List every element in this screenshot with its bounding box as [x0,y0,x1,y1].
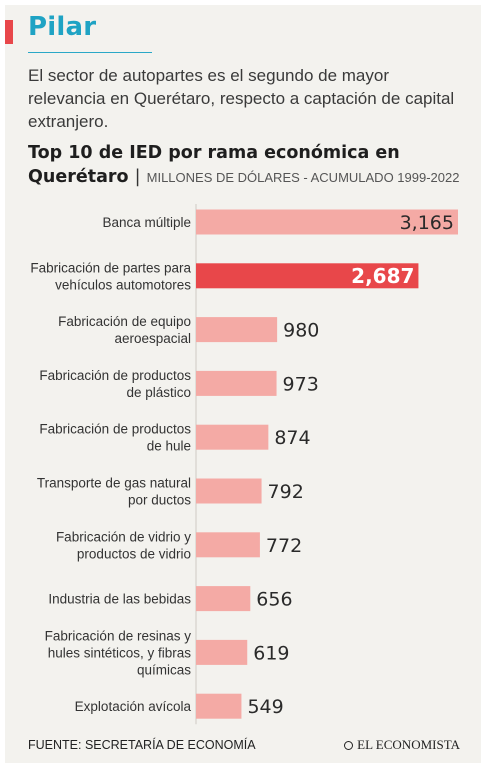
bar [196,209,458,235]
bar [196,370,277,396]
value-label: 772 [266,535,302,557]
category-label: Fabricación de productos de plástico [39,368,191,400]
value-label: 549 [247,696,283,718]
category-label: Fabricación de vidrio y productos de vidr… [56,529,191,561]
logo-mark-icon [344,740,354,750]
intro-text: El sector de autopartes es el segundo de… [28,66,455,131]
chart-title: Top 10 de IED por rama económica en Quer… [28,143,400,187]
category-label: Fabricación de equipo aeroespacial [58,314,191,346]
value-label: 874 [274,427,310,449]
chart-title-block: Top 10 de IED por rama económica en Quer… [28,141,468,190]
logo-text: EL ECONOMISTA [357,737,460,752]
bar [196,478,262,504]
value-label: 619 [253,642,289,664]
section-divider [28,52,152,53]
value-label: 2,687 [351,264,414,288]
chart-subtitle: MILLONES DE DÓLARES - ACUMULADO 1999-202… [146,170,460,185]
category-label: Transporte de gas natural por ductos [37,476,191,508]
bar [196,639,248,665]
category-label: Explotación avícola [75,699,192,714]
bar [196,586,251,612]
value-label: 973 [283,373,319,395]
category-label: Industria de las bebidas [48,592,191,607]
section-title: Pilar [28,12,97,42]
bar [196,317,278,343]
category-label: Fabricación de resinas y hules sintéticos… [45,628,192,677]
bar-highlight [196,263,419,289]
bar [196,693,242,719]
value-label: 3,165 [400,212,454,234]
publisher-logo: EL ECONOMISTA [344,737,460,753]
value-label: 792 [268,481,304,503]
category-label: Fabricación de productos de hule [39,422,191,454]
value-label: 656 [256,589,292,611]
category-label: Fabricación de partes para vehículos auto… [30,260,191,292]
source-note: FUENTE: SECRETARÍA DE ECONOMÍA [28,738,256,752]
bar [196,532,260,558]
category-label: Banca múltiple [102,215,191,230]
value-label: 980 [283,320,319,342]
chart-title-separator: | [134,167,141,187]
bar [196,424,269,450]
section-marker [5,20,13,44]
